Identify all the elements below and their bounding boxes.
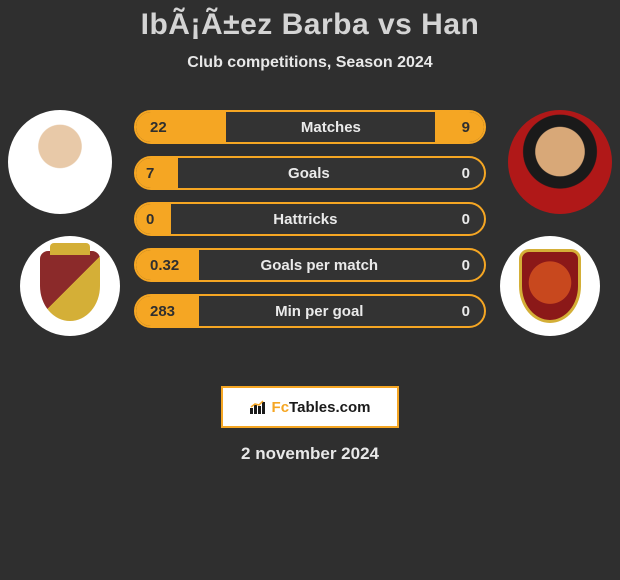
brand-prefix: Fc bbox=[272, 399, 290, 416]
page-title: IbÃ¡Ã±ez Barba vs Han bbox=[0, 8, 620, 42]
stat-row-hattricks: 0 Hattricks 0 bbox=[134, 202, 486, 236]
stat-row-matches: 22 Matches 9 bbox=[134, 110, 486, 144]
stat-left-value: 7 bbox=[136, 158, 178, 188]
stat-row-gpm: 0.32 Goals per match 0 bbox=[134, 248, 486, 282]
crest-icon bbox=[519, 249, 581, 323]
stat-right-value: 0 bbox=[440, 303, 484, 320]
comparison-date: 2 november 2024 bbox=[0, 444, 620, 464]
brand-text: FcTables.com bbox=[272, 399, 371, 416]
stat-right-value: 0 bbox=[440, 165, 484, 182]
comparison-content: 22 Matches 9 7 Goals 0 0 Hattricks 0 0.3… bbox=[0, 110, 620, 370]
brand-suffix: Tables.com bbox=[289, 399, 370, 416]
stat-label: Min per goal bbox=[199, 303, 440, 320]
stat-label: Matches bbox=[226, 119, 435, 136]
stat-row-goals: 7 Goals 0 bbox=[134, 156, 486, 190]
player-left-avatar bbox=[8, 110, 112, 214]
club-left-logo bbox=[20, 236, 120, 336]
stat-row-mpg: 283 Min per goal 0 bbox=[134, 294, 486, 328]
player-right-avatar bbox=[508, 110, 612, 214]
stat-right-value: 9 bbox=[435, 112, 484, 142]
page-subtitle: Club competitions, Season 2024 bbox=[0, 54, 620, 72]
chart-icon bbox=[250, 400, 268, 414]
stat-label: Goals bbox=[178, 165, 440, 182]
crest-icon bbox=[40, 251, 100, 321]
comparison-card: IbÃ¡Ã±ez Barba vs Han Club competitions,… bbox=[0, 0, 620, 464]
stat-right-value: 0 bbox=[440, 257, 484, 274]
club-right-logo bbox=[500, 236, 600, 336]
brand-badge[interactable]: FcTables.com bbox=[221, 386, 399, 428]
stat-label: Hattricks bbox=[171, 211, 440, 228]
stats-list: 22 Matches 9 7 Goals 0 0 Hattricks 0 0.3… bbox=[134, 110, 486, 340]
stat-right-value: 0 bbox=[440, 211, 484, 228]
stat-left-value: 0 bbox=[136, 204, 171, 234]
stat-label: Goals per match bbox=[199, 257, 440, 274]
stat-left-value: 0.32 bbox=[136, 250, 199, 280]
stat-left-value: 283 bbox=[136, 296, 199, 326]
stat-left-value: 22 bbox=[136, 112, 226, 142]
